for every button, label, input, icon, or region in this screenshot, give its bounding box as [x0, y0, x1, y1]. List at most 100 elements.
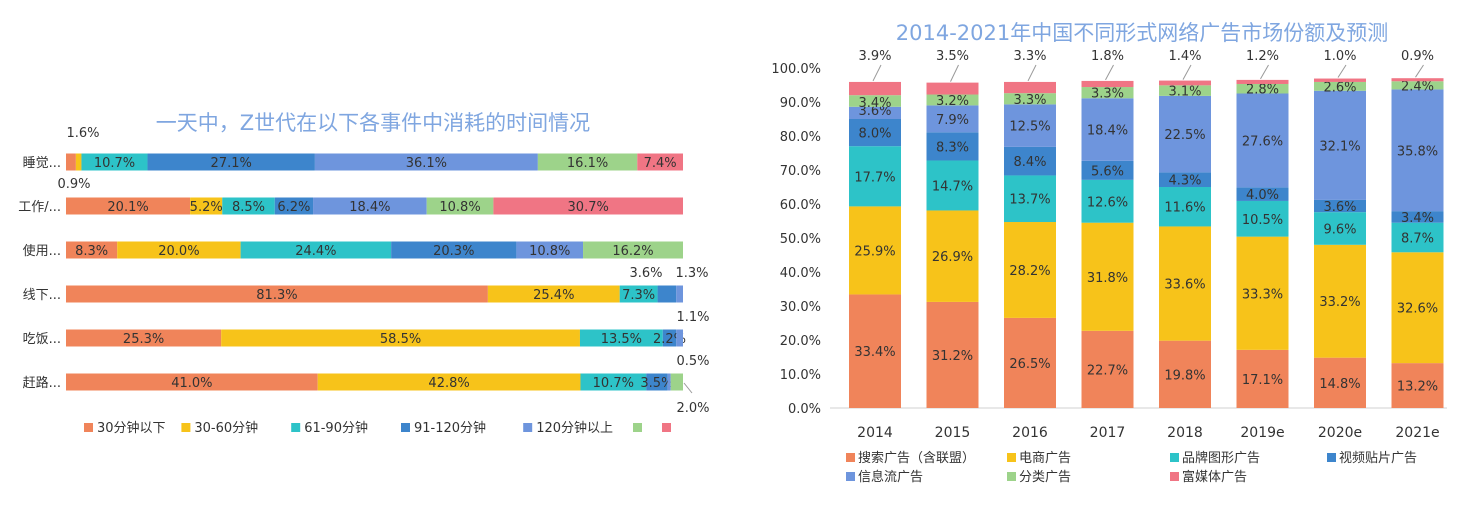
left-bar-segment	[487, 285, 620, 303]
left-legend-label: 91-120分钟	[414, 420, 486, 436]
right-data-label: 4.3%	[1168, 174, 1201, 189]
right-chart: 0.0% 10.0% 20.0% 30.0% 40.0% 50.0% 60.0% 70.0% 8…	[771, 49, 1447, 485]
right-bar-segment	[1159, 340, 1211, 408]
right-legend-label: 信息流广告	[858, 469, 923, 485]
right-data-label: 28.2%	[1009, 264, 1050, 279]
left-legend-swatch	[181, 423, 191, 432]
left-data-label: 8.3%	[75, 244, 108, 259]
left-data-label: 0.5%	[676, 354, 709, 369]
right-category-label: 2020e	[1318, 425, 1362, 441]
right-data-label: 3.6%	[858, 104, 891, 119]
left-data-label: 10.7%	[593, 376, 634, 391]
right-category-label: 2018	[1167, 425, 1203, 441]
left-category-label: 吃饭...	[23, 331, 61, 347]
left-bar-segment	[66, 153, 76, 171]
left-data-label: 30.7%	[568, 200, 609, 215]
left-data-label: 16.1%	[567, 156, 608, 171]
right-bar-segment	[849, 146, 901, 207]
right-category-label: 2016	[1012, 425, 1048, 441]
left-data-label: 41.0%	[171, 376, 212, 391]
right-bar-segment	[1159, 187, 1211, 227]
left-bar-segment	[313, 197, 427, 215]
right-category-label: 2017	[1090, 425, 1126, 441]
left-bar-segment	[221, 329, 580, 347]
left-data-label: 3.5%	[640, 376, 673, 391]
left-bar-segment	[426, 197, 494, 215]
left-data-label: 58.5%	[380, 332, 421, 347]
right-data-label: 2.4%	[1401, 79, 1434, 94]
right-bar-segment	[926, 105, 979, 133]
right-data-label: 33.3%	[1242, 287, 1283, 302]
left-bar-segment	[583, 241, 683, 259]
right-bar-segment	[1004, 175, 1056, 223]
right-y-tick-label: 90.0%	[780, 96, 821, 111]
right-bar-segment	[1391, 211, 1444, 223]
right-top-label: 1.0%	[1323, 49, 1356, 64]
right-data-label: 8.3%	[936, 140, 969, 155]
left-data-label: 20.3%	[433, 244, 474, 259]
left-bar-segment	[222, 197, 275, 215]
left-data-label: 1.6%	[66, 126, 99, 141]
right-data-label: 14.8%	[1319, 377, 1360, 392]
left-data-label: 18.4%	[349, 200, 390, 215]
left-legend-swatch	[662, 423, 671, 432]
right-data-label: 33.4%	[854, 345, 895, 360]
left-bar-segment	[117, 241, 241, 259]
right-data-label: 18.4%	[1087, 124, 1128, 139]
right-category-label: 2015	[935, 425, 971, 441]
left-legend-swatch	[633, 423, 642, 432]
right-bar-segment	[1236, 83, 1289, 94]
right-bar-segment	[849, 95, 901, 107]
right-bar-segment	[1391, 363, 1444, 408]
left-bar-segment	[580, 373, 647, 391]
right-data-label: 31.2%	[932, 349, 973, 364]
right-data-label: 22.7%	[1087, 363, 1128, 378]
right-legend-swatch	[846, 453, 855, 462]
right-bar-segment	[1081, 222, 1134, 331]
right-bar-segment	[1081, 98, 1134, 161]
left-bar-segment	[676, 285, 683, 303]
right-top-label: 3.3%	[1013, 49, 1046, 64]
left-bar-segment	[670, 373, 683, 391]
right-bar-segment	[1004, 146, 1056, 176]
right-top-label: 1.2%	[1246, 49, 1279, 64]
right-data-label: 3.6%	[1323, 200, 1356, 215]
right-data-label: 10.5%	[1242, 213, 1283, 228]
right-data-label: 8.4%	[1013, 155, 1046, 170]
right-chart-title: 2014-2021年中国不同形式网络广告市场份额及预测	[896, 21, 1388, 45]
right-bar-segment	[1081, 80, 1134, 88]
right-data-label: 2.8%	[1246, 83, 1279, 98]
right-leader-line	[950, 64, 959, 82]
right-bar-segment	[1081, 87, 1134, 99]
right-legend-swatch	[1007, 453, 1016, 462]
right-data-label: 26.9%	[932, 250, 973, 265]
right-data-label: 32.1%	[1319, 139, 1360, 154]
right-data-label: 22.5%	[1164, 128, 1205, 143]
right-bar-segment	[1004, 93, 1056, 105]
left-bar-segment	[317, 373, 581, 391]
right-bar-segment	[926, 210, 979, 302]
right-legend-swatch	[1327, 453, 1336, 462]
right-legend-label: 品牌图形广告	[1182, 450, 1260, 466]
right-bar-segment	[1004, 317, 1056, 408]
right-y-tick-label: 10.0%	[780, 368, 821, 383]
right-y-tick-label: 60.0%	[780, 198, 821, 213]
right-top-label: 1.8%	[1091, 49, 1124, 64]
right-data-label: 12.6%	[1087, 195, 1128, 210]
right-data-label: 9.6%	[1323, 222, 1356, 237]
right-bar-segment	[1391, 222, 1444, 253]
right-legend-label: 视频贴片广告	[1339, 451, 1417, 466]
left-legend-swatch	[401, 423, 410, 432]
left-data-label: 8.5%	[232, 200, 265, 215]
left-bar-segment	[662, 329, 677, 347]
left-legend-label: 120分钟以上	[536, 420, 613, 436]
left-data-label: 1.3%	[675, 266, 708, 281]
right-bar-segment	[1236, 236, 1289, 350]
right-bar-segment	[1314, 199, 1366, 213]
left-bar-segment	[190, 197, 223, 215]
left-data-label: 7.3%	[622, 288, 655, 303]
right-bar-segment	[1159, 172, 1211, 187]
right-data-label: 35.8%	[1397, 144, 1438, 159]
right-leader-line	[1027, 64, 1037, 82]
